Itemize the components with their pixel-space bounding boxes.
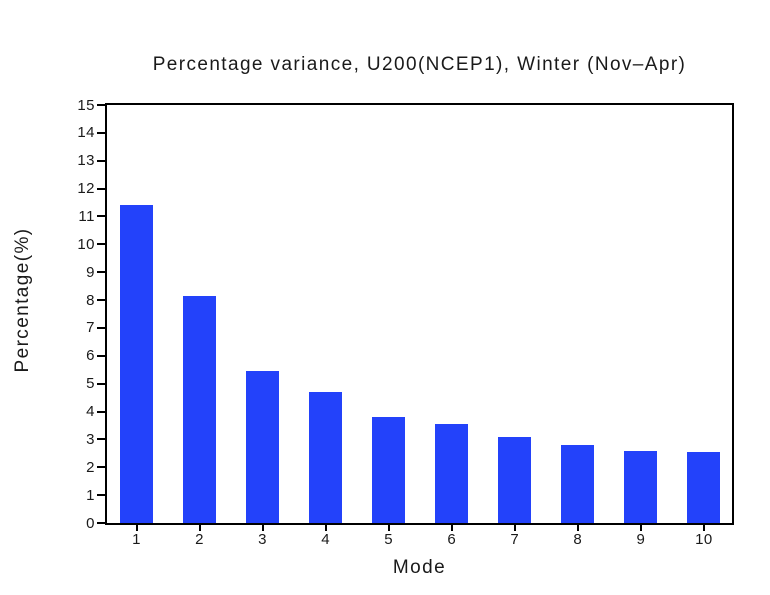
y-tick bbox=[97, 243, 105, 246]
y-tick-label: 5 bbox=[86, 375, 95, 393]
x-tick bbox=[387, 525, 390, 531]
y-tick-label: 7 bbox=[86, 319, 95, 337]
y-tick-label: 13 bbox=[77, 152, 95, 170]
bar-mode-6 bbox=[435, 424, 469, 523]
x-tick-label: 7 bbox=[510, 531, 520, 548]
y-tick-label: 4 bbox=[86, 403, 95, 421]
y-tick-label: 12 bbox=[77, 180, 95, 198]
y-tick bbox=[97, 354, 105, 357]
bar-mode-3 bbox=[246, 371, 280, 523]
x-tick bbox=[702, 525, 705, 531]
y-tick-label: 0 bbox=[86, 514, 95, 532]
bar-mode-8 bbox=[561, 444, 595, 523]
bar-mode-2 bbox=[183, 295, 217, 523]
y-tick bbox=[97, 271, 105, 274]
y-tick bbox=[97, 215, 105, 218]
y-axis-label: Percentage(%) bbox=[12, 227, 33, 373]
y-tick-label: 2 bbox=[86, 458, 95, 476]
y-tick bbox=[97, 410, 105, 413]
x-tick-label: 8 bbox=[573, 531, 583, 548]
x-tick-label: 4 bbox=[321, 531, 331, 548]
x-tick-label: 1 bbox=[132, 531, 141, 548]
x-tick bbox=[135, 525, 138, 531]
bar-mode-4 bbox=[309, 392, 343, 523]
bar-mode-9 bbox=[624, 450, 658, 523]
x-tick-label: 9 bbox=[636, 531, 646, 548]
chart-title: Percentage variance, U200(NCEP1), Winter… bbox=[152, 54, 687, 75]
y-tick bbox=[97, 438, 105, 441]
x-tick-label: 6 bbox=[447, 531, 457, 548]
y-tick-label: 15 bbox=[77, 96, 95, 114]
y-tick bbox=[97, 299, 105, 302]
y-tick-label: 9 bbox=[86, 263, 95, 281]
y-tick-label: 3 bbox=[86, 430, 95, 448]
x-tick bbox=[639, 525, 642, 531]
y-tick-label: 8 bbox=[86, 291, 95, 309]
x-axis-label: Mode bbox=[392, 557, 447, 578]
y-tick bbox=[97, 187, 105, 190]
y-tick-label: 1 bbox=[86, 486, 95, 504]
x-tick-label: 5 bbox=[384, 531, 394, 548]
y-tick bbox=[97, 382, 105, 385]
x-tick bbox=[450, 525, 453, 531]
plot-area: 0 1 2 3 4 5 6 7 8 9 10 11 12 13 14 15 1 2 3 4 5 6 7 8 9 10 bbox=[77, 98, 734, 547]
y-tick bbox=[97, 326, 105, 329]
y-tick bbox=[97, 466, 105, 469]
x-tick bbox=[198, 525, 201, 531]
x-tick-label: 2 bbox=[195, 531, 204, 548]
x-tick-label: 3 bbox=[258, 531, 268, 548]
x-tick bbox=[261, 525, 264, 531]
x-tick-label: 10 bbox=[695, 531, 713, 548]
y-tick-label: 6 bbox=[86, 347, 95, 365]
y-tick bbox=[97, 522, 105, 524]
y-tick bbox=[97, 159, 105, 162]
y-tick bbox=[97, 494, 105, 497]
y-tick-label: 14 bbox=[77, 124, 95, 142]
bar-mode-10 bbox=[687, 451, 721, 523]
y-tick bbox=[97, 131, 105, 134]
y-tick bbox=[97, 104, 105, 106]
bar-mode-1 bbox=[120, 205, 153, 523]
y-tick-label: 10 bbox=[77, 235, 95, 253]
bar-mode-7 bbox=[498, 436, 532, 523]
x-tick bbox=[324, 525, 327, 531]
y-tick-label: 11 bbox=[78, 207, 95, 225]
bar-mode-5 bbox=[372, 417, 406, 523]
x-tick bbox=[576, 525, 579, 531]
x-tick bbox=[513, 525, 516, 531]
